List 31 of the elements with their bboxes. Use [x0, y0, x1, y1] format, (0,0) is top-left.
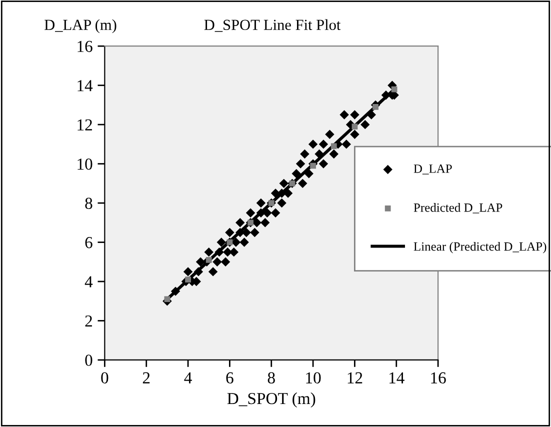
- y-tick-label: 0: [85, 354, 92, 366]
- y-tick-label: 2: [85, 315, 92, 327]
- x-tick-label: 4: [184, 372, 192, 384]
- y-tick-label: 14: [78, 80, 93, 92]
- y-tick-label: 6: [85, 237, 92, 248]
- x-tick-label: 14: [390, 372, 404, 384]
- point: [352, 124, 358, 130]
- point: [330, 143, 337, 150]
- y-tick-label: 16: [78, 40, 92, 52]
- legend-label: Predicted D_LAP: [414, 203, 502, 214]
- x-tick-label: 2: [142, 372, 150, 384]
- y-tick-label: 4: [84, 276, 93, 288]
- x-tick-label: 8: [268, 372, 275, 384]
- y-tick-label: 12: [78, 119, 92, 130]
- point: [206, 256, 212, 263]
- point: [164, 296, 170, 302]
- y-axis-title: D_LAP (m): [44, 19, 116, 34]
- point: [372, 104, 378, 110]
- y-tick-label: 10: [78, 158, 92, 170]
- legend-label: Linear (Predicted D_LAP): [414, 242, 546, 254]
- y-tick-label: 8: [85, 198, 92, 209]
- x-axis-title: D_SPOT (m): [227, 392, 316, 408]
- legend-label: D_LAP: [414, 164, 452, 174]
- x-tick-label: 0: [101, 372, 108, 384]
- point: [185, 276, 191, 282]
- point: [310, 162, 316, 169]
- x-tick-label: 16: [431, 372, 446, 384]
- chart-title: D_SPOT Line Fit Plot: [204, 19, 341, 32]
- x-tick-label: 10: [306, 372, 321, 384]
- x-tick-label: 6: [226, 372, 234, 384]
- x-tick-label: 12: [348, 372, 362, 384]
